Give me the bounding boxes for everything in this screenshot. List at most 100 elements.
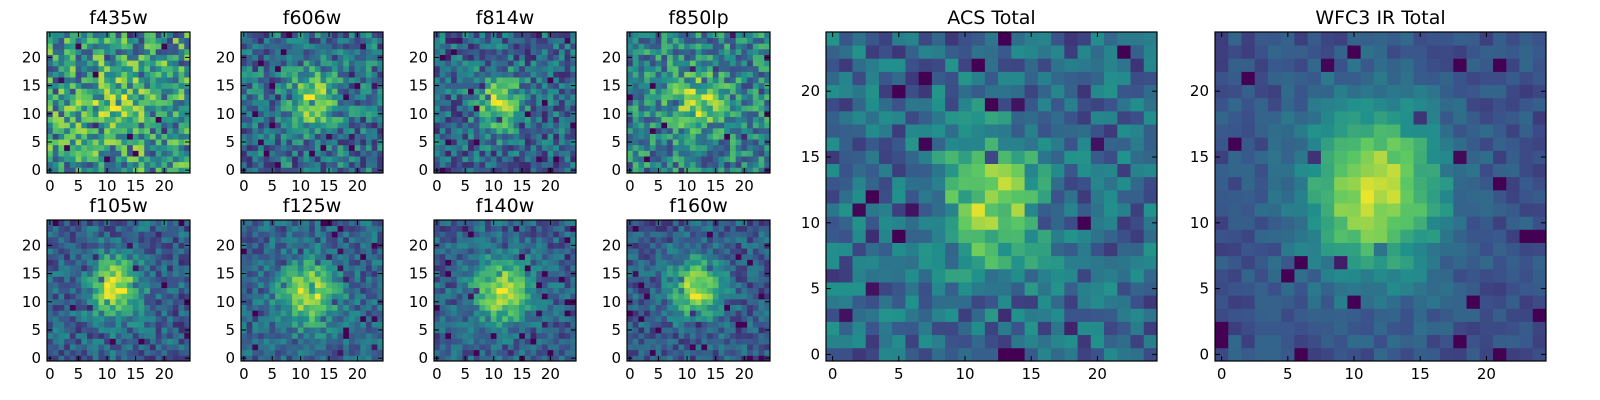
heatmap-cell — [667, 139, 674, 146]
heatmap-cell — [343, 225, 350, 232]
heatmap-cell — [632, 48, 639, 55]
heatmap-cell — [655, 71, 662, 78]
heatmap-cell — [178, 60, 185, 67]
heatmap-cell — [695, 48, 702, 55]
axes-frame — [626, 31, 771, 174]
heatmap-cell — [564, 259, 571, 266]
heatmap-cell — [558, 310, 566, 317]
heatmap-cell — [58, 276, 65, 283]
heatmap-cell — [377, 133, 384, 140]
heatmap-cell — [58, 304, 65, 311]
heatmap-cell — [451, 139, 458, 146]
heatmap-cell — [104, 349, 111, 356]
heatmap-cell — [490, 236, 497, 243]
heatmap-cell — [439, 156, 446, 163]
heatmap-cell — [496, 236, 503, 243]
heatmap-cell — [149, 259, 157, 266]
heatmap-cell — [155, 282, 162, 289]
heatmap-cell — [456, 310, 463, 317]
heatmap-cell — [326, 276, 333, 283]
heatmap-cell — [445, 94, 452, 101]
heatmap-cell — [121, 304, 128, 311]
heatmap-cell — [764, 60, 771, 67]
heatmap-cell — [519, 105, 526, 112]
heatmap-cell — [434, 71, 441, 78]
heatmap-cell — [252, 48, 259, 55]
heatmap-cell — [92, 282, 99, 289]
heatmap-cell — [138, 144, 145, 151]
heatmap-cell — [513, 321, 520, 328]
heatmap-cell — [513, 167, 520, 174]
heatmap-cell — [292, 321, 299, 328]
heatmap-cell — [69, 282, 76, 289]
heatmap-cell — [343, 265, 350, 272]
heatmap-cell — [303, 127, 310, 134]
heatmap-cell — [297, 116, 304, 123]
heatmap-cell — [132, 315, 139, 322]
heatmap-cell — [292, 282, 299, 289]
heatmap-cell — [445, 32, 452, 39]
heatmap-cell — [178, 116, 185, 123]
heatmap-cell — [456, 287, 463, 294]
heatmap-cell — [365, 82, 373, 89]
heatmap-cell — [445, 71, 452, 78]
heatmap-cell — [672, 355, 679, 362]
heatmap-cell — [343, 82, 350, 89]
heatmap-cell — [655, 156, 662, 163]
heatmap-cell — [127, 116, 134, 123]
heatmap-cell — [530, 321, 537, 328]
heatmap-cell — [490, 321, 497, 328]
heatmap-cell — [747, 144, 754, 151]
heatmap-cell — [326, 248, 333, 255]
heatmap-cell — [655, 99, 662, 106]
heatmap-cell — [172, 32, 179, 39]
heatmap-cell — [286, 298, 293, 305]
heatmap-cell — [138, 310, 145, 317]
heatmap-cell — [167, 116, 174, 123]
heatmap-cell — [490, 127, 497, 134]
heatmap-cell — [331, 332, 338, 339]
heatmap-cell — [178, 282, 185, 289]
heatmap-cell — [149, 327, 157, 334]
heatmap-cell — [87, 60, 94, 67]
heatmap-cell — [764, 116, 771, 123]
heatmap-cell — [541, 220, 548, 227]
heatmap-cell — [246, 225, 253, 232]
heatmap-cell — [69, 259, 76, 266]
heatmap-cell — [462, 270, 469, 277]
heatmap-cell — [490, 99, 497, 106]
heatmap-cell — [564, 110, 571, 117]
heatmap-cell — [752, 77, 759, 84]
heatmap-cell — [52, 338, 59, 345]
heatmap-cell — [252, 310, 259, 317]
heatmap-cell — [360, 65, 367, 72]
heatmap-cell — [121, 270, 128, 277]
heatmap-cell — [263, 248, 270, 255]
heatmap-cell — [485, 270, 492, 277]
heatmap-cell — [513, 338, 520, 345]
heatmap-cell — [144, 310, 151, 317]
heatmap-cell — [502, 77, 509, 84]
heatmap-cell — [331, 287, 338, 294]
heatmap-cell — [758, 321, 765, 328]
heatmap-cell — [109, 293, 117, 300]
heatmap-cell — [741, 332, 748, 339]
heatmap-cell — [155, 310, 162, 317]
heatmap-cell — [468, 225, 475, 232]
heatmap-cell — [530, 327, 537, 334]
heatmap-cell — [360, 242, 367, 249]
heatmap-cell — [513, 156, 520, 163]
heatmap-cell — [758, 338, 765, 345]
heatmap-cell — [115, 144, 122, 151]
heatmap-cell — [144, 231, 151, 238]
heatmap-cell — [348, 344, 355, 351]
heatmap-cell — [104, 82, 111, 89]
heatmap-cell — [649, 282, 656, 289]
heatmap-cell — [553, 321, 560, 328]
heatmap-cell — [269, 321, 276, 328]
heatmap-cell — [286, 82, 293, 89]
heatmap-cell — [69, 332, 76, 339]
heatmap-cell — [263, 127, 270, 134]
heatmap-cell — [258, 54, 265, 61]
heatmap-cell — [439, 338, 446, 345]
